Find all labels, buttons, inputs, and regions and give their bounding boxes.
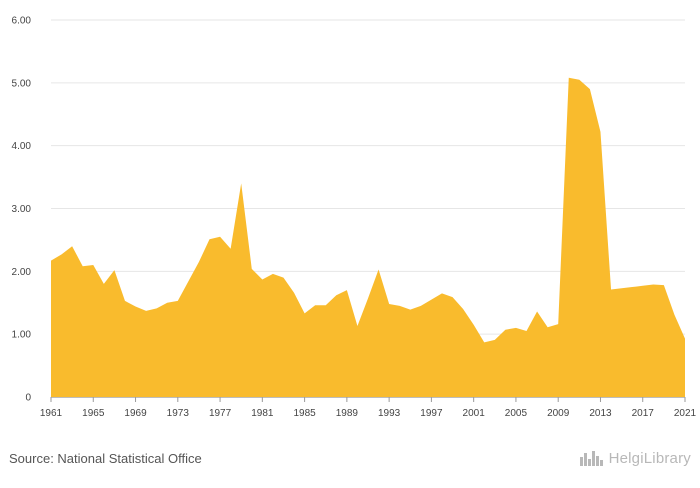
- brand-logo: HelgiLibrary: [579, 449, 691, 467]
- x-tick-label: 1997: [420, 408, 443, 419]
- x-tick-label: 1977: [209, 408, 232, 419]
- x-tick-label: 1989: [336, 408, 359, 419]
- y-tick-label: 1.00: [12, 330, 32, 341]
- series-area: [51, 77, 685, 397]
- x-tick-label: 2021: [674, 408, 697, 419]
- x-tick-label: 2001: [463, 408, 486, 419]
- y-tick-label: 5.00: [12, 78, 32, 89]
- x-tick-label: 1969: [124, 408, 147, 419]
- x-tick-label: 1985: [293, 408, 316, 419]
- y-tick-label: 0: [25, 393, 31, 404]
- source-note: Source: National Statistical Office: [9, 451, 202, 466]
- x-tick-label: 1973: [167, 408, 190, 419]
- y-tick-label: 3.00: [12, 204, 32, 215]
- brand-name: HelgiLibrary: [608, 449, 691, 467]
- x-tick-label: 1981: [251, 408, 274, 419]
- y-tick-label: 2.00: [12, 267, 32, 278]
- x-tick-label: 2017: [632, 408, 655, 419]
- x-tick-label: 2013: [589, 408, 612, 419]
- x-tick-label: 1965: [82, 408, 105, 419]
- x-tick-label: 1961: [40, 408, 63, 419]
- x-tick-label: 2005: [505, 408, 528, 419]
- x-tick-label: 2009: [547, 408, 570, 419]
- x-tick-label: 1993: [378, 408, 401, 419]
- y-tick-label: 6.00: [12, 16, 32, 27]
- city-skyline-icon: [579, 451, 603, 466]
- y-tick-label: 4.00: [12, 141, 32, 152]
